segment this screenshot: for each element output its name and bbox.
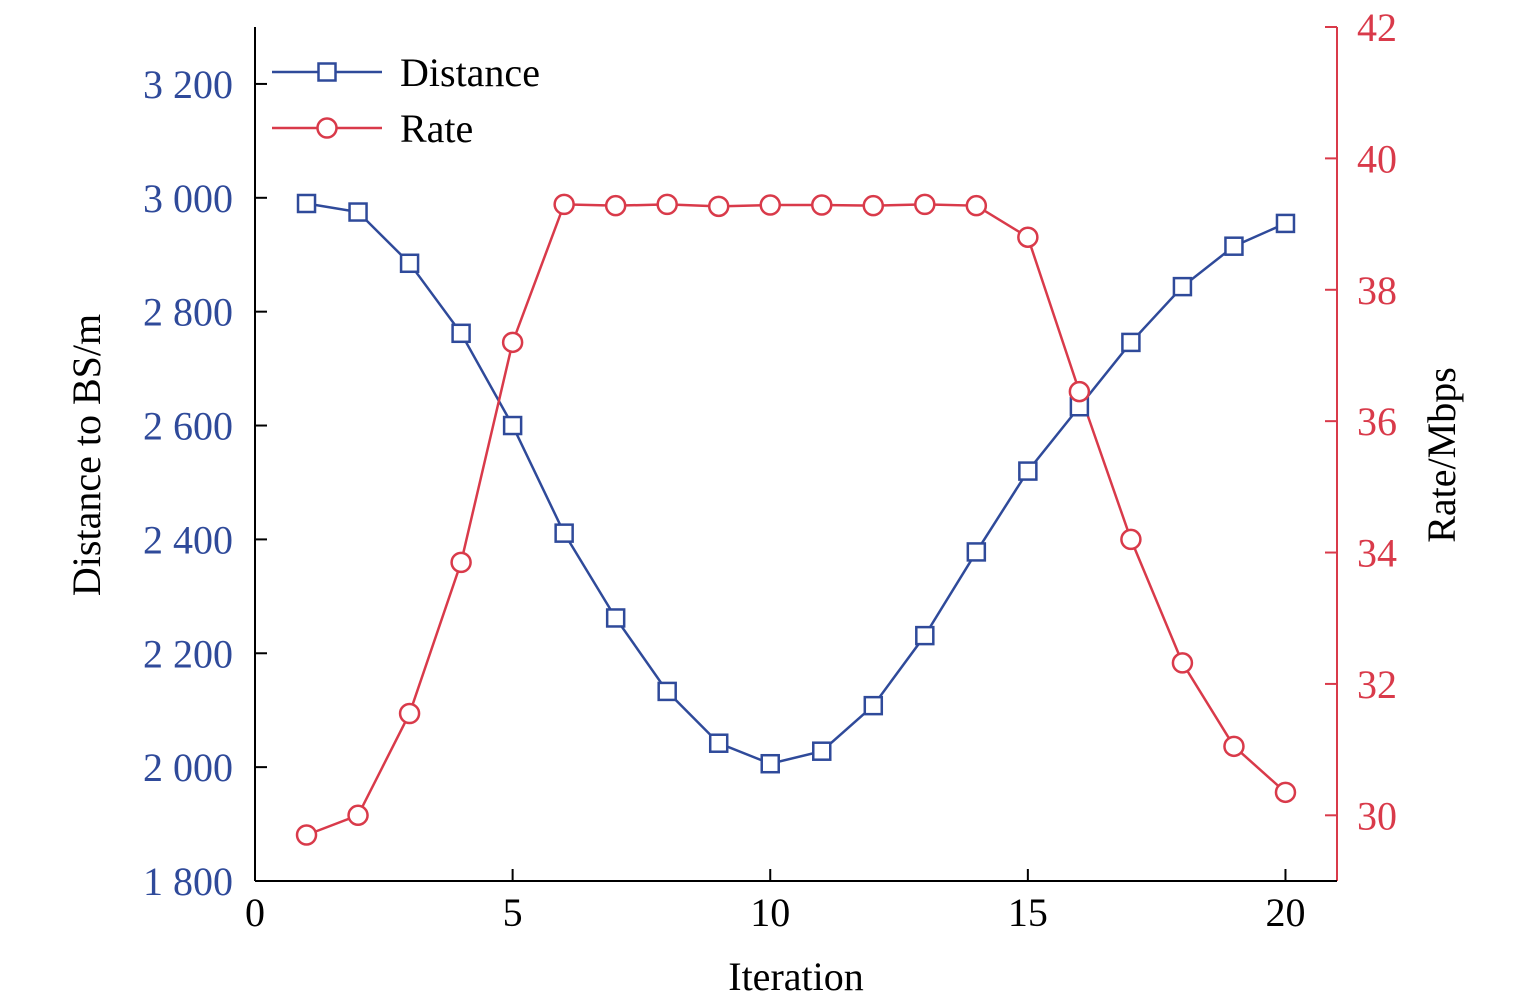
y-right-tick-label: 36	[1357, 399, 1397, 444]
distance-point	[966, 542, 987, 562]
rate-point	[862, 194, 885, 217]
rate-point	[914, 193, 936, 216]
distance-series-line	[306, 202, 1286, 766]
axis-titles: Iteration Distance to BS/m Rate/Mbps	[64, 314, 1464, 999]
y-left-tick-label: 3 200	[143, 62, 233, 107]
x-tick-label: 20	[1265, 890, 1305, 935]
distance-point	[1275, 213, 1296, 234]
distance-point	[451, 323, 471, 344]
distance-point	[1121, 332, 1141, 353]
rate-point	[553, 193, 575, 216]
y-right-tick-label: 32	[1357, 662, 1397, 707]
y-right-tick-label: 42	[1357, 5, 1397, 50]
x-tick-label: 5	[503, 890, 523, 935]
y-axis-right-title: Rate/Mbps	[1419, 367, 1464, 543]
rate-point	[1223, 735, 1245, 758]
distance-point	[296, 193, 317, 214]
distance-point	[863, 695, 884, 716]
rate-point	[347, 804, 369, 827]
x-tick-label: 15	[1008, 890, 1048, 935]
rate-point	[450, 551, 472, 574]
axes: 0 5 10 15 20 1 800 2 000 2 200 2 400 2 600 2 800 3 …	[143, 5, 1397, 935]
x-axis-title: Iteration	[728, 954, 864, 999]
rate-point	[759, 194, 781, 216]
y-left-tick-label: 2 800	[143, 290, 233, 335]
y-left-tick-label: 3 000	[143, 176, 233, 221]
rate-point	[1171, 652, 1194, 674]
rate-point	[656, 193, 678, 216]
distance-point	[1172, 276, 1193, 297]
distance-point	[1018, 461, 1038, 481]
legend-rate-label: Rate	[400, 106, 473, 151]
distance-point	[915, 625, 935, 646]
rate-point	[1068, 380, 1091, 403]
legend: Distance Rate	[272, 50, 540, 151]
legend-distance-label: Distance	[400, 50, 540, 95]
y-axis-left-title: Distance to BS/m	[64, 314, 109, 596]
y-right-tick-label: 30	[1357, 793, 1397, 838]
distance-point	[348, 202, 368, 222]
legend-distance-marker	[317, 62, 337, 82]
y-right-tick-label: 34	[1357, 531, 1397, 576]
distance-point	[502, 415, 523, 436]
series-lines	[306, 202, 1287, 837]
y-left-tick-label: 2 000	[143, 745, 233, 790]
y-left-tick-label: 2 400	[143, 517, 233, 562]
distance-point	[554, 523, 574, 543]
rate-point	[1274, 781, 1297, 804]
rate-point	[811, 194, 833, 216]
rate-point	[1017, 226, 1039, 248]
distance-point	[812, 741, 832, 761]
rate-point	[398, 702, 421, 725]
rate-point	[707, 195, 730, 218]
rate-point	[604, 194, 627, 217]
distance-point	[760, 753, 780, 774]
y-left-tick-label: 2 600	[143, 404, 233, 449]
y-left-tick-label: 2 200	[143, 631, 233, 676]
distance-point	[605, 608, 626, 628]
rate-point	[501, 331, 524, 354]
legend-rate-marker	[316, 117, 338, 139]
distance-point	[657, 681, 677, 702]
series-markers	[295, 193, 1297, 846]
y-right-tick-label: 38	[1357, 268, 1397, 313]
rate-point	[295, 824, 318, 846]
distance-point	[1224, 236, 1244, 256]
rate-series-line	[306, 203, 1287, 837]
distance-point	[708, 733, 729, 753]
y-right-tick-label: 40	[1357, 136, 1397, 181]
y-left-tick-label: 1 800	[143, 859, 233, 904]
x-tick-label: 0	[245, 890, 265, 935]
x-tick-label: 10	[750, 890, 790, 935]
distance-point	[399, 253, 420, 274]
rate-point	[1120, 528, 1142, 551]
rate-point	[965, 194, 988, 217]
